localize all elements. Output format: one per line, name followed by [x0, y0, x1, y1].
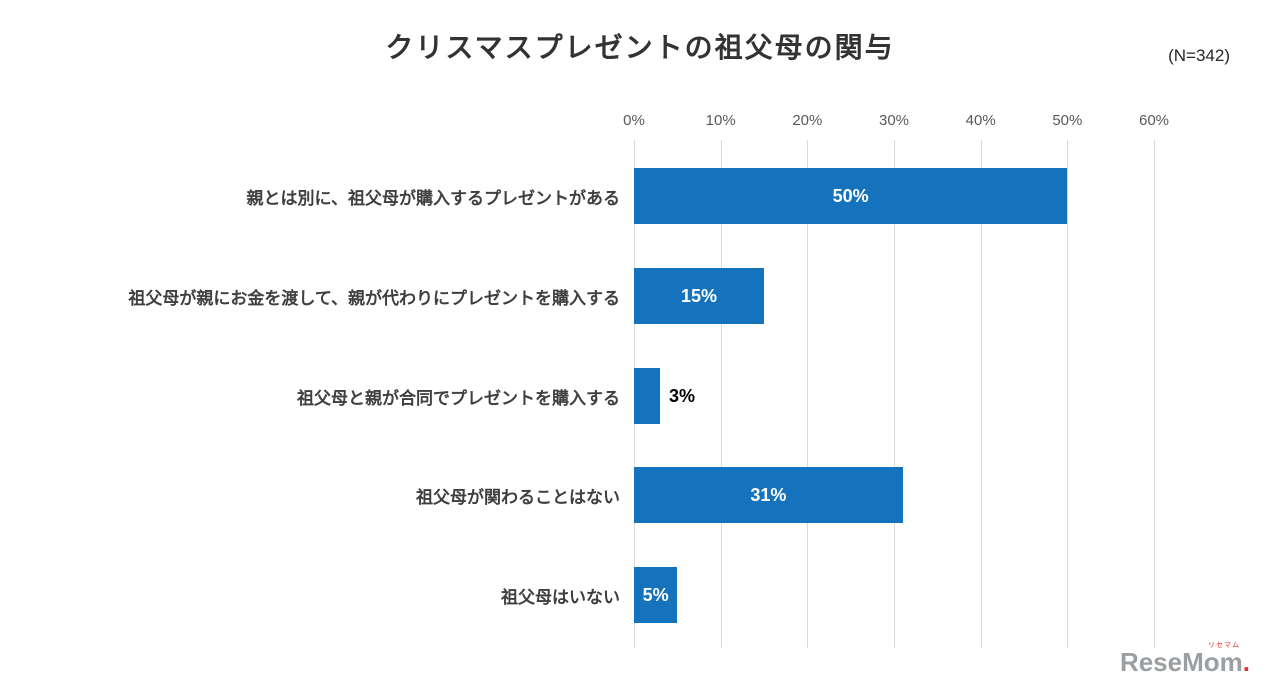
bar-value-label: 15%: [680, 285, 718, 306]
sample-size-label: (N=342): [1168, 46, 1230, 65]
category-label: 親とは別に、祖父母が購入するプレゼントがある: [246, 188, 621, 208]
x-tick-label: 20%: [792, 112, 823, 129]
category-label: 祖父母はいない: [501, 587, 620, 607]
x-tick-label: 30%: [878, 112, 910, 129]
plot-area: 50% 15% 3% 31% 5%: [634, 140, 1155, 648]
bar: 31%: [634, 467, 903, 523]
category-label: 祖父母が関わることはない: [416, 487, 620, 507]
gridline: [980, 140, 982, 648]
chart-body: 親とは別に、祖父母が購入するプレゼントがある祖父母が親にお金を渡して、親が代わり…: [0, 140, 1280, 648]
resemom-logo: リセマム ReseMom.: [1119, 642, 1250, 677]
bar: 15%: [634, 268, 764, 324]
bar-value-label: 31%: [750, 484, 787, 505]
logo-dot: .: [1242, 647, 1250, 677]
x-tick-label: 10%: [705, 112, 736, 129]
gridline: [1154, 140, 1155, 648]
gridline: [894, 140, 895, 648]
bar-value-label: 3%: [669, 385, 696, 406]
x-tick-label: 40%: [965, 112, 996, 129]
x-tick-label: 60%: [1138, 112, 1170, 129]
bar-value-label: 50%: [832, 185, 869, 206]
bar: 50%: [634, 168, 1068, 224]
bar: 3%: [634, 368, 695, 424]
x-tick-label: 0%: [623, 112, 645, 129]
bar-value-label: 5%: [642, 584, 669, 605]
x-axis: 0% 10% 20% 30% 40% 50% 60%: [623, 112, 1169, 132]
gridline: [807, 140, 809, 648]
x-tick-label: 50%: [1052, 112, 1083, 129]
category-label: 祖父母が親にお金を渡して、親が代わりにプレゼントを購入する: [128, 288, 620, 308]
logo-ruby-text: リセマム: [1208, 642, 1240, 649]
category-label: 祖父母と親が合同でプレゼントを購入する: [297, 388, 620, 408]
chart-title: クリスマスプレゼントの祖父母の関与: [385, 32, 895, 63]
bar: 5%: [634, 567, 678, 623]
gridline: [720, 140, 722, 648]
logo-text: ReseMom: [1119, 647, 1243, 677]
gridline: [1067, 140, 1069, 648]
